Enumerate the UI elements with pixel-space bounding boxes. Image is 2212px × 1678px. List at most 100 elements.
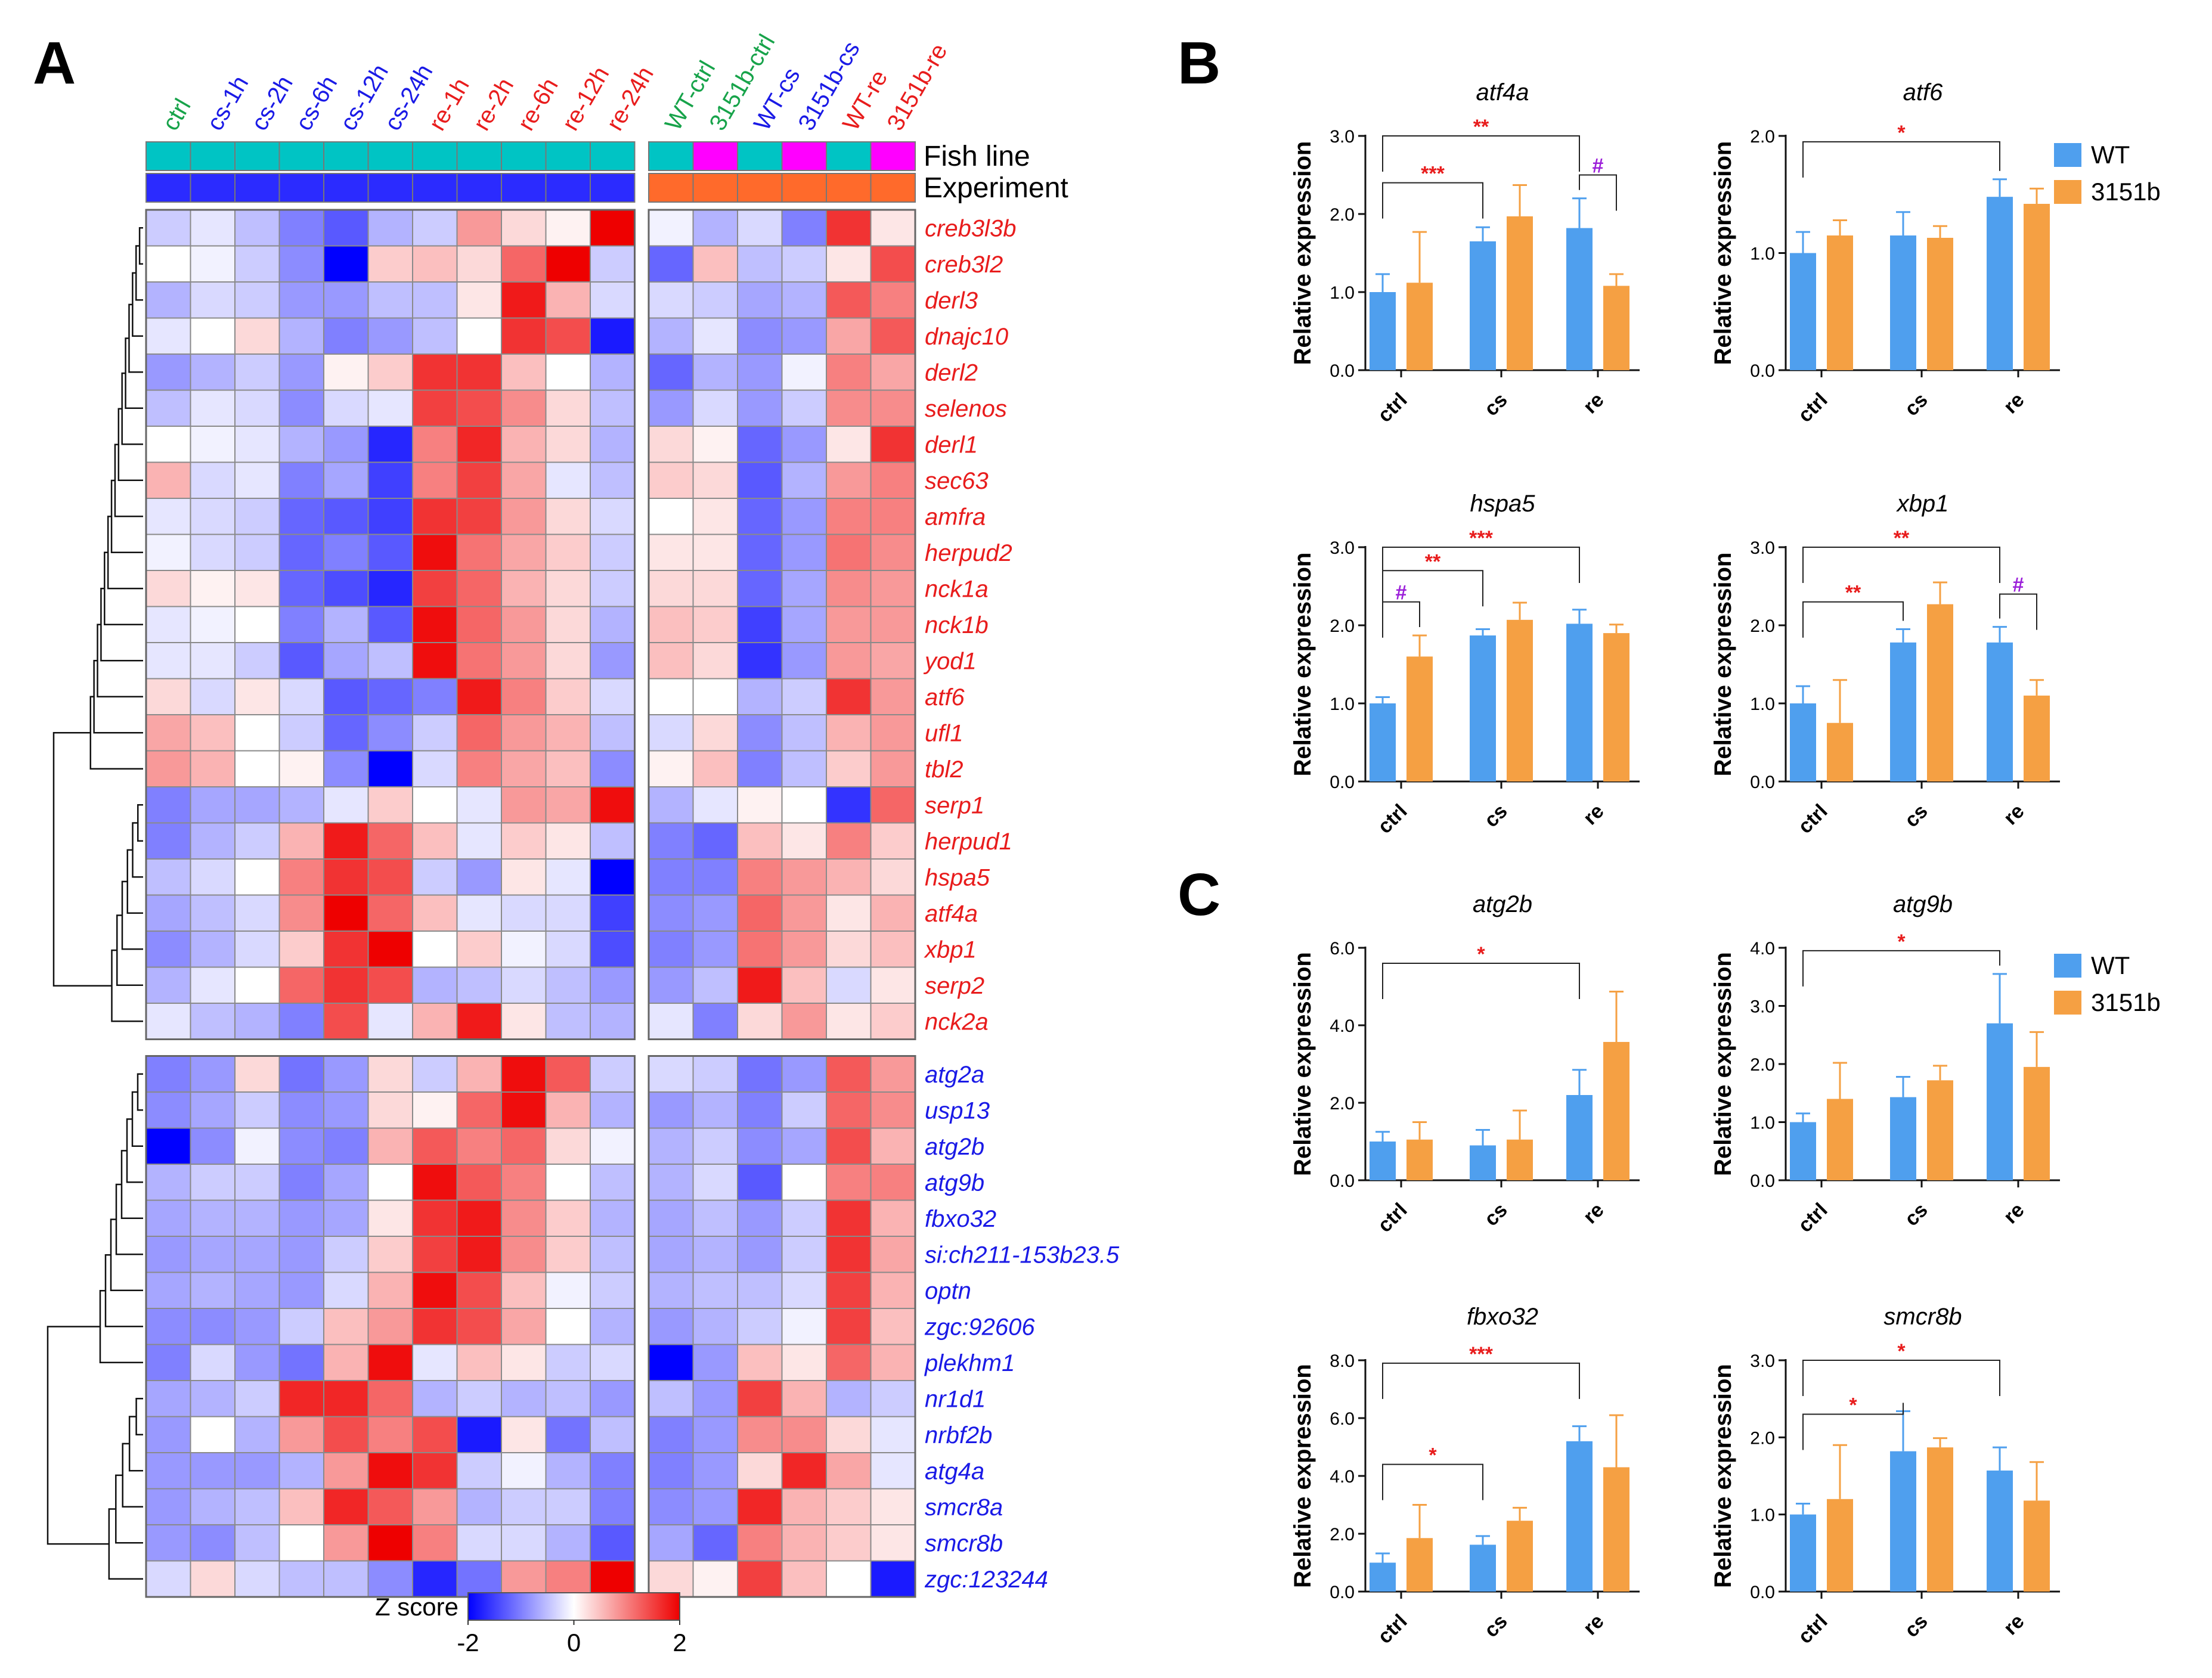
heatmap-cell xyxy=(323,570,369,607)
heatmap-cell xyxy=(367,966,413,1004)
heatmap-cell xyxy=(323,281,369,319)
experiment-cell xyxy=(781,173,827,203)
significance-label: ** xyxy=(1894,527,1910,550)
heatmap-cell xyxy=(648,642,694,680)
heatmap-cell xyxy=(870,642,916,680)
heatmap-cell xyxy=(234,209,280,247)
heatmap-cell xyxy=(501,1452,547,1490)
heatmap-cell xyxy=(590,570,636,607)
gene-label: nck1a xyxy=(925,576,989,602)
heatmap-cell xyxy=(737,822,783,860)
y-tick-label: 2.0 xyxy=(1330,1094,1355,1114)
heatmap-cell xyxy=(781,281,827,319)
y-tick-label: 8.0 xyxy=(1330,1351,1355,1371)
heatmap-cell xyxy=(692,570,738,607)
heatmap-cell xyxy=(781,461,827,499)
heatmap-cell xyxy=(501,1380,547,1418)
heatmap-cell xyxy=(190,534,236,571)
heatmap-cell xyxy=(456,606,502,643)
heatmap-cell xyxy=(545,606,591,643)
heatmap-cell xyxy=(501,931,547,968)
heatmap-cell xyxy=(234,461,280,499)
gene-label: tbl2 xyxy=(925,756,964,783)
bar xyxy=(1927,604,1953,781)
heatmap-cell xyxy=(501,858,547,896)
x-tick-label: cs xyxy=(1480,800,1512,832)
heatmap-cell xyxy=(323,1380,369,1418)
heatmap-cell xyxy=(323,1199,369,1237)
heatmap-cell xyxy=(145,606,191,643)
heatmap-cell xyxy=(870,1524,916,1562)
heatmap-cell xyxy=(870,894,916,932)
heatmap-cell xyxy=(234,786,280,824)
heatmap-cell xyxy=(367,678,413,715)
heatmap-cell xyxy=(781,317,827,355)
dendrogram-branch xyxy=(137,804,143,842)
y-tick-label: 3.0 xyxy=(1330,127,1355,147)
heatmap-cell xyxy=(412,1488,458,1525)
heatmap-cell xyxy=(278,1488,324,1525)
heatmap-cell xyxy=(323,642,369,680)
experiment-cell xyxy=(456,173,502,203)
heatmap-cell xyxy=(648,894,694,932)
heatmap-cell xyxy=(501,678,547,715)
significance-bracket xyxy=(1382,547,1580,583)
x-tick-label: cs xyxy=(1480,1199,1512,1231)
heatmap-cell xyxy=(145,1055,191,1093)
gene-label: smcr8b xyxy=(925,1530,1003,1556)
gene-label: yod1 xyxy=(923,648,977,674)
heatmap-cell xyxy=(501,1560,547,1598)
bar xyxy=(1927,1447,1953,1592)
experiment-cell xyxy=(737,173,783,203)
heatmap-cell xyxy=(590,1452,636,1490)
heatmap-cell xyxy=(648,1003,694,1040)
heatmap-cell xyxy=(870,1271,916,1309)
significance-bracket xyxy=(1579,174,1617,211)
heatmap-cell xyxy=(870,426,916,463)
heatmap-cell xyxy=(456,1452,502,1490)
heatmap-cell xyxy=(501,894,547,932)
heatmap-cell xyxy=(826,426,872,463)
chart-title: xbp1 xyxy=(1896,491,1949,517)
heatmap-cell xyxy=(278,858,324,896)
heatmap-cell xyxy=(692,1091,738,1129)
heatmap-cell xyxy=(456,931,502,968)
heatmap-cell xyxy=(545,1452,591,1490)
gene-label: nck1b xyxy=(925,612,989,638)
chart-legend: WT 3151b xyxy=(2054,141,2161,206)
heatmap-cell xyxy=(781,678,827,715)
fish-line-cell xyxy=(590,141,636,171)
experiment-cell xyxy=(190,173,236,203)
dendrogram-branch xyxy=(126,849,143,914)
heatmap-cell xyxy=(545,534,591,571)
heatmap-cell xyxy=(190,966,236,1004)
heatmap-cell xyxy=(412,1055,458,1093)
heatmap-cell xyxy=(590,1199,636,1237)
heatmap-cell xyxy=(501,966,547,1004)
heatmap-cell xyxy=(412,894,458,932)
heatmap-cell xyxy=(648,714,694,752)
bar-chart-atg2b: 0.0 2.0 4.0 6.0 ctrl cs re * atg2b Relative expre… xyxy=(1290,891,1640,1237)
heatmap-cell xyxy=(737,281,783,319)
heatmap-cell xyxy=(781,1416,827,1453)
x-tick-label: re xyxy=(1579,1610,1609,1640)
heatmap-cell xyxy=(826,1416,872,1453)
heatmap-cell xyxy=(826,931,872,968)
heatmap-cell xyxy=(367,245,413,283)
bar-chart-atf6: 0.0 1.0 2.0 ctrl cs re * atf6 Relative expressio… xyxy=(1710,79,2060,427)
heatmap-cell xyxy=(323,606,369,643)
y-tick-label: 6.0 xyxy=(1330,939,1355,959)
heatmap-cell xyxy=(590,461,636,499)
heatmap-cell xyxy=(826,1488,872,1525)
heatmap-cell xyxy=(870,281,916,319)
significance-bracket xyxy=(1802,1403,1904,1450)
heatmap-cell xyxy=(737,1271,783,1309)
heatmap-cell xyxy=(590,1127,636,1165)
heatmap-cell xyxy=(501,606,547,643)
dendrogram-branch xyxy=(121,880,143,950)
bar xyxy=(1987,1470,2013,1592)
experiment-track-label: Experiment xyxy=(924,172,1068,204)
fish-line-cell xyxy=(692,141,738,171)
heatmap-cell xyxy=(456,750,502,787)
heatmap-cell xyxy=(190,1164,236,1201)
